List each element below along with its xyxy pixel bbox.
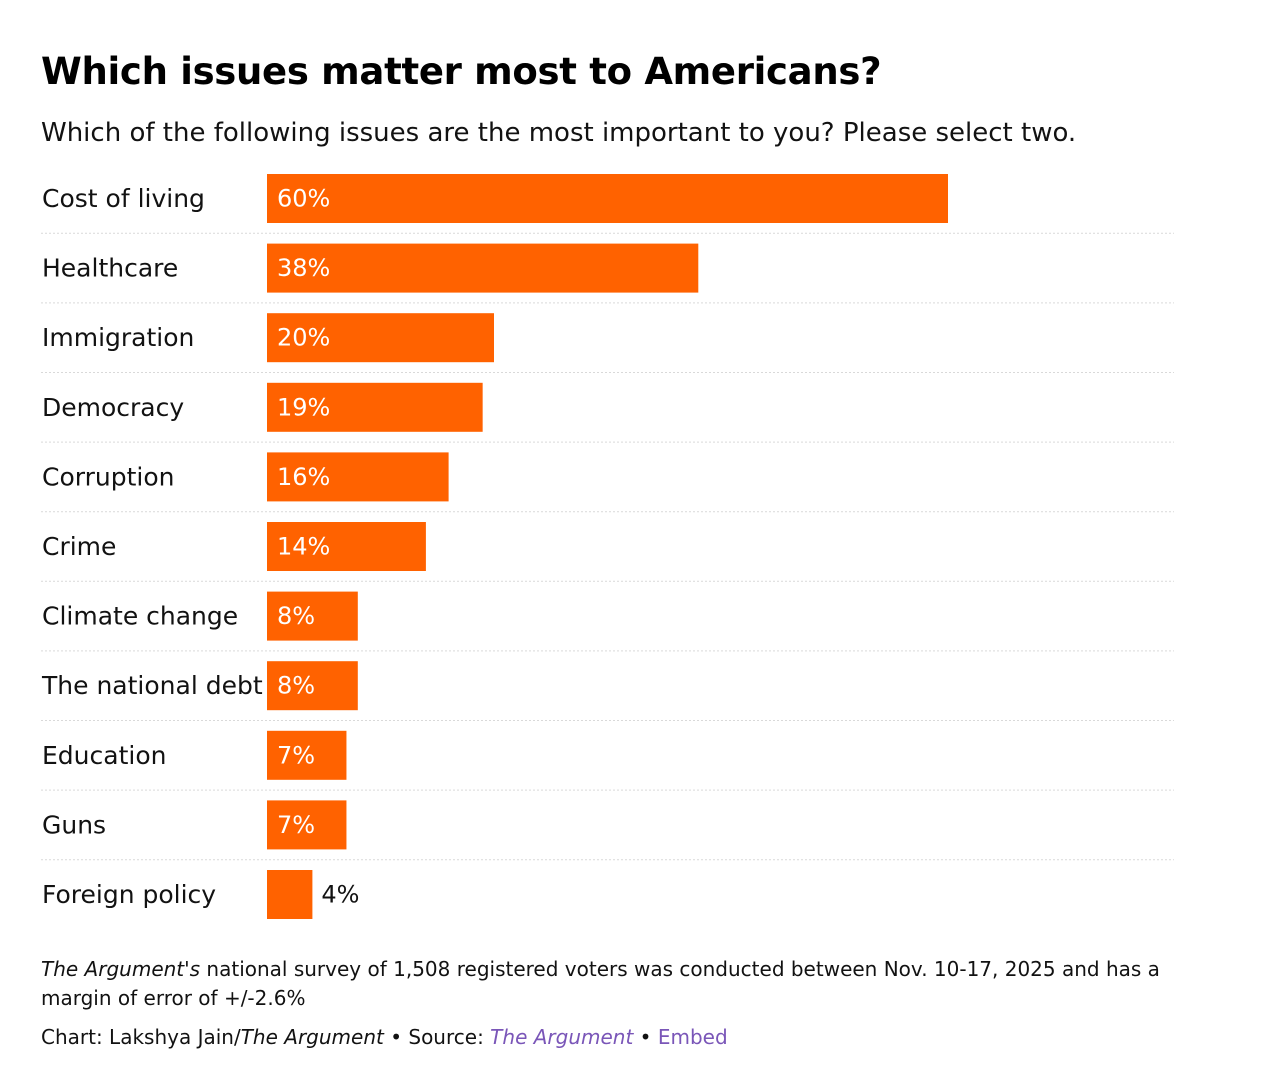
bar: [267, 174, 948, 223]
bar: [267, 661, 358, 711]
bar: [267, 870, 313, 919]
category-label: Foreign policy: [42, 880, 216, 909]
chart-credits: Chart: Lakshya Jain/The Argument • Sourc…: [41, 1023, 728, 1052]
credits-source-prefix: Source:: [408, 1025, 484, 1049]
bar-chart: Cost of living 60% Healthcare 38% Immigratio…: [41, 174, 1174, 919]
value-label: 60%: [277, 185, 330, 213]
value-label: 19%: [277, 393, 330, 421]
category-label: Immigration: [42, 323, 194, 352]
bar: [267, 522, 426, 571]
chart-title: Which issues matter most to Americans?: [41, 50, 882, 93]
category-label: Crime: [42, 532, 116, 561]
credits-separator-2: •: [639, 1025, 652, 1049]
category-label: Healthcare: [42, 254, 178, 283]
category-label: Climate change: [42, 602, 238, 631]
value-label: 8%: [277, 672, 315, 700]
category-label: Cost of living: [42, 184, 205, 213]
notes-text: national survey of 1,508 registered vote…: [41, 957, 1160, 1010]
bar: [267, 243, 699, 293]
value-label: 14%: [277, 533, 330, 561]
chart-subtitle: Which of the following issues are the mo…: [41, 118, 1077, 148]
bar: [267, 730, 347, 780]
bar: [267, 382, 483, 432]
category-label: Education: [42, 741, 166, 770]
value-label: 7%: [277, 741, 315, 769]
value-label: 8%: [277, 602, 315, 630]
value-label: 20%: [277, 324, 330, 352]
value-label: 4%: [321, 881, 359, 909]
bar: [267, 591, 358, 641]
notes-source-name: The Argument's: [41, 957, 201, 981]
embed-link[interactable]: Embed: [657, 1025, 728, 1049]
value-label: 38%: [277, 254, 330, 282]
bar: [267, 313, 494, 363]
bar: [267, 800, 347, 850]
category-label: Democracy: [42, 393, 184, 422]
category-label: The national debt: [41, 671, 263, 700]
category-label: Corruption: [42, 462, 174, 491]
credits-separator: •: [390, 1025, 403, 1049]
category-label: Guns: [42, 810, 106, 839]
value-label: 16%: [277, 463, 330, 491]
bar: [267, 452, 449, 502]
credits-chart-prefix: Chart: Lakshya Jain/: [41, 1025, 241, 1049]
value-label: 7%: [277, 811, 315, 839]
credits-chart-outlet: The Argument: [240, 1025, 384, 1049]
source-link[interactable]: The Argument: [490, 1025, 634, 1049]
survey-notes: The Argument's national survey of 1,508 …: [41, 955, 1221, 1013]
